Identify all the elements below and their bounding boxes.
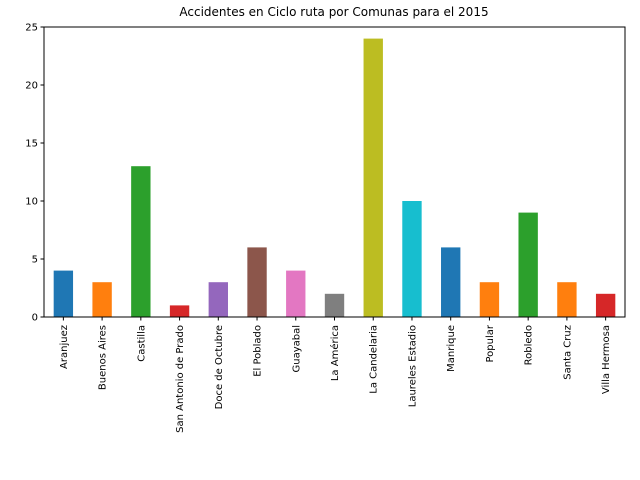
y-tick-label: 25 [25, 23, 38, 34]
x-tick-label: Villa Hermosa [601, 325, 612, 394]
bar-castilla [131, 166, 151, 317]
bar-laureles-estadio [402, 201, 422, 317]
bar-guayabal [286, 270, 306, 317]
x-tick-label: Popular [485, 324, 496, 362]
x-tick-label: Buenos Aires [98, 325, 109, 390]
y-tick-label: 5 [32, 255, 38, 266]
y-tick-label: 10 [25, 197, 38, 208]
x-tick-label: Castilla [136, 325, 147, 362]
x-tick-label: Santa Cruz [562, 325, 573, 380]
y-tick-label: 20 [25, 81, 38, 92]
bar-santa-cruz [557, 282, 577, 317]
bar-villa-hermosa [595, 293, 616, 317]
bar-aranjuez [53, 270, 74, 317]
x-tick-label: La Candelaria [369, 325, 380, 394]
bar-la-america [324, 293, 345, 317]
bar-la-candelaria [363, 38, 383, 317]
y-tick-label: 0 [32, 313, 38, 324]
bar-robledo [518, 212, 538, 317]
x-tick-label: Laureles Estadio [407, 325, 418, 407]
x-tick-label: Robledo [524, 325, 535, 365]
y-tick-label: 15 [25, 139, 38, 150]
bar-popular [479, 282, 500, 317]
bar-doce-de-octubre [208, 282, 228, 317]
x-tick-label: San Antonio de Prado [175, 325, 186, 433]
bar-buenos-aires [92, 282, 112, 317]
x-tick-label: La América [329, 325, 341, 381]
x-tick-label: Doce de Octubre [214, 325, 225, 409]
bar-el-poblado [247, 247, 267, 317]
x-tick-label: El Poblado [253, 325, 264, 377]
x-tick-label: Aranjuez [59, 325, 70, 369]
x-tick-label: Manrique [446, 325, 457, 372]
bar-san-antonio-de-prado [169, 305, 190, 317]
chart-title: Accidentes en Ciclo ruta por Comunas par… [179, 5, 488, 19]
bar-manrique [441, 247, 461, 317]
x-tick-label: Guayabal [291, 325, 302, 373]
